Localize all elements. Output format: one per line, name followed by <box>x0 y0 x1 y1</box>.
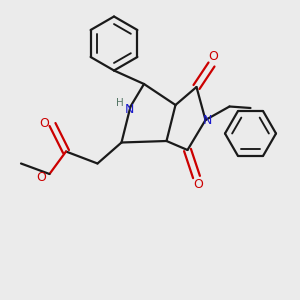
Text: O: O <box>208 50 218 64</box>
Text: N: N <box>124 103 134 116</box>
Text: O: O <box>39 116 49 130</box>
Text: O: O <box>193 178 203 191</box>
Text: N: N <box>203 113 212 127</box>
Text: H: H <box>116 98 124 109</box>
Text: O: O <box>36 171 46 184</box>
